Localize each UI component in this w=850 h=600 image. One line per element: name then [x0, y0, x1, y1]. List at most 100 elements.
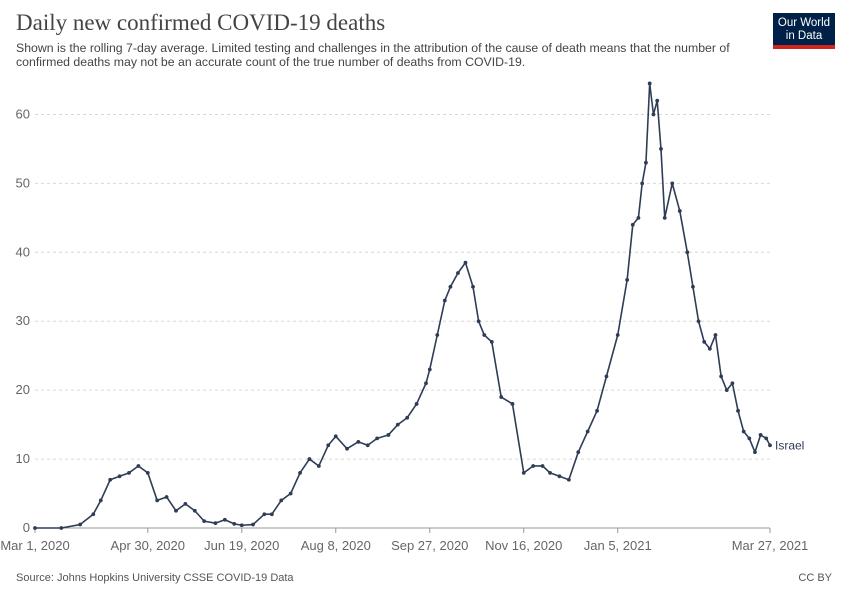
data-point[interactable] [375, 436, 380, 441]
data-point[interactable] [566, 477, 571, 482]
data-point[interactable] [585, 429, 590, 434]
data-point[interactable] [174, 508, 178, 513]
data-point[interactable] [655, 98, 660, 103]
data-point[interactable] [78, 522, 83, 527]
data-point[interactable] [333, 434, 338, 439]
data-point[interactable] [604, 374, 609, 379]
data-point[interactable] [719, 374, 724, 379]
data-point[interactable] [576, 450, 581, 455]
data-point[interactable] [548, 470, 552, 475]
data-point[interactable] [625, 277, 630, 282]
data-point[interactable] [758, 433, 763, 437]
data-point[interactable] [279, 498, 284, 503]
data-point[interactable] [595, 408, 599, 413]
data-point[interactable] [753, 450, 757, 455]
data-point[interactable] [499, 395, 504, 399]
data-point[interactable] [427, 367, 432, 372]
data-point[interactable] [471, 284, 475, 289]
data-point[interactable] [615, 333, 620, 337]
data-point[interactable] [747, 436, 752, 441]
data-point[interactable] [345, 446, 349, 451]
data-point[interactable] [183, 501, 188, 506]
data-point[interactable] [91, 512, 96, 517]
data-point[interactable] [442, 298, 447, 303]
owid-logo[interactable]: Our World in Data [773, 13, 835, 49]
data-point[interactable] [192, 508, 197, 513]
data-point[interactable] [691, 284, 695, 289]
data-point[interactable] [316, 464, 321, 468]
data-point[interactable] [707, 346, 712, 351]
data-point[interactable] [557, 474, 562, 479]
data-point[interactable] [636, 215, 641, 220]
data-point[interactable] [677, 209, 682, 213]
data-point[interactable] [405, 415, 410, 420]
data-point[interactable] [136, 464, 141, 468]
data-point[interactable] [764, 436, 769, 441]
data-point[interactable] [713, 333, 718, 337]
data-point[interactable] [145, 470, 150, 475]
data-point[interactable] [651, 112, 656, 117]
data-point[interactable] [510, 402, 515, 406]
data-point[interactable] [696, 319, 701, 324]
data-point[interactable] [232, 521, 237, 526]
data-point[interactable] [386, 433, 391, 437]
data-point[interactable] [59, 526, 64, 530]
data-point[interactable] [155, 498, 160, 503]
data-point[interactable] [640, 181, 645, 186]
data-point[interactable] [531, 464, 536, 468]
data-point[interactable] [395, 422, 400, 427]
x-tick-label: Mar 1, 2020 [0, 538, 69, 553]
data-point[interactable] [262, 512, 267, 517]
data-point[interactable] [448, 284, 453, 289]
data-point[interactable] [724, 388, 729, 393]
data-point[interactable] [670, 181, 675, 186]
data-point[interactable] [202, 519, 207, 524]
data-point[interactable] [463, 260, 468, 265]
data-point[interactable] [251, 522, 255, 527]
data-point[interactable] [768, 443, 772, 448]
data-point[interactable] [356, 439, 361, 444]
series-line-israel[interactable] [35, 82, 771, 529]
data-point[interactable] [213, 521, 218, 526]
source-note: Source: Johns Hopkins University CSSE CO… [16, 572, 294, 584]
data-point[interactable] [164, 495, 169, 499]
series-label-israel[interactable]: Israel [775, 438, 804, 452]
data-point[interactable] [685, 250, 690, 255]
data-point[interactable] [33, 526, 37, 530]
data-point[interactable] [239, 523, 244, 528]
data-point[interactable] [424, 381, 428, 386]
data-point[interactable] [98, 498, 103, 503]
data-point[interactable] [414, 402, 419, 406]
data-point[interactable] [222, 517, 227, 522]
data-point[interactable] [741, 429, 746, 434]
data-point[interactable] [521, 470, 526, 475]
y-tick-label: 50 [16, 175, 30, 190]
data-point[interactable] [540, 464, 545, 468]
data-point[interactable] [702, 340, 707, 344]
data-point[interactable] [117, 474, 122, 479]
data-point[interactable] [659, 147, 663, 151]
data-point[interactable] [288, 491, 293, 496]
data-point[interactable] [482, 333, 487, 337]
data-point[interactable] [630, 222, 635, 227]
data-point[interactable] [730, 381, 735, 386]
data-point[interactable] [307, 457, 312, 461]
data-point[interactable] [127, 470, 131, 475]
data-point[interactable] [647, 81, 652, 86]
license-link[interactable]: CC BY [798, 572, 832, 584]
data-point[interactable] [644, 160, 648, 165]
data-point[interactable] [298, 470, 302, 475]
data-point[interactable] [435, 333, 440, 337]
data-point[interactable] [269, 512, 274, 517]
data-point[interactable] [476, 319, 481, 324]
data-point[interactable] [108, 477, 113, 482]
x-tick-label: Apr 30, 2020 [111, 538, 185, 553]
data-point[interactable] [736, 408, 740, 413]
data-point[interactable] [662, 215, 667, 220]
grid-layer [35, 113, 770, 460]
data-point[interactable] [326, 443, 331, 448]
data-point[interactable] [365, 443, 370, 448]
data-point[interactable] [456, 271, 460, 275]
data-point[interactable] [489, 340, 494, 344]
